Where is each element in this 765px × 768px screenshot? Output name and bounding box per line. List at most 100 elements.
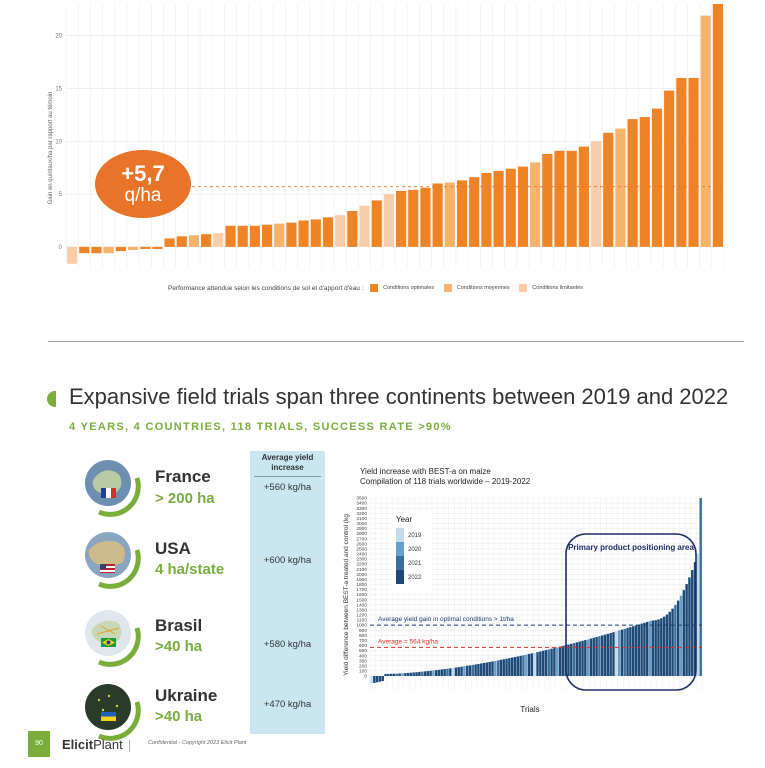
globe-france-icon	[85, 460, 141, 517]
bottom-chart: Yield increase with BEST-a on maize Comp…	[343, 467, 703, 714]
y-tick-label: 3400	[356, 501, 367, 507]
logo-separator	[128, 739, 130, 752]
country-area: 4 ha/state	[155, 561, 225, 578]
y-tick-label: 2400	[356, 552, 367, 558]
trial-bar	[457, 667, 460, 676]
trial-bar	[440, 669, 444, 676]
trial-bar	[547, 649, 550, 676]
trial-bar	[682, 590, 686, 676]
trial-bar	[491, 661, 494, 676]
trial-bar	[668, 611, 671, 676]
y-tick-label: 1600	[356, 592, 367, 598]
trial-bar	[539, 651, 542, 676]
country-name: France	[155, 467, 211, 486]
trial-bar	[395, 673, 399, 676]
trial-bar	[392, 673, 396, 676]
trial-bar	[443, 669, 446, 676]
y-tick-label: 400	[359, 653, 367, 659]
trial-bar	[541, 650, 545, 676]
section-title: Expansive field trials span three contin…	[69, 384, 729, 409]
top-chart-bar	[188, 235, 200, 247]
company-logo: ElicitPlant	[62, 737, 136, 752]
top-chart-bars	[67, 4, 723, 264]
trial-bar	[404, 673, 407, 676]
year-legend-swatch	[396, 528, 404, 542]
top-chart-bar	[530, 162, 541, 247]
legend-swatch-average	[443, 284, 452, 292]
trial-bar	[555, 647, 559, 676]
trial-bar	[449, 668, 452, 676]
top-chart-bar	[383, 194, 394, 247]
top-chart-bar	[408, 189, 419, 247]
trial-bar	[502, 659, 505, 676]
trial-bar	[637, 624, 641, 676]
trial-bar	[375, 676, 379, 683]
y-tick-label: 2100	[356, 567, 367, 573]
trial-bar	[401, 673, 404, 676]
bottom-chart-title-line1: Yield increase with BEST-a on maize	[360, 467, 491, 476]
year-legend-swatch	[396, 570, 404, 584]
top-chart-bar	[505, 168, 516, 247]
trial-bar	[578, 641, 581, 676]
trial-bar	[617, 630, 621, 676]
trial-bar	[412, 672, 415, 676]
trial-bar	[389, 673, 393, 676]
trial-bar	[536, 652, 539, 676]
trial-bar	[651, 620, 655, 676]
logo-text-left: Elicit	[62, 737, 94, 752]
y-tick-label: 2900	[356, 526, 367, 532]
year-legend-swatch	[396, 542, 404, 556]
y-tick-label: 2700	[356, 536, 367, 542]
trial-bar	[437, 669, 441, 676]
top-chart: Gain en quintaux/ha par rapport au témoi…	[48, 4, 725, 268]
y-tick-label: 100	[359, 669, 367, 675]
y-tick-label: 15	[55, 86, 62, 92]
top-chart-bar	[676, 77, 687, 247]
yield-value-usa: +600 kg/ha	[263, 555, 312, 566]
trial-bar	[640, 623, 643, 676]
trial-bar	[451, 667, 455, 676]
trial-bar	[665, 614, 669, 676]
trial-bar	[468, 665, 472, 676]
top-chart-bar	[225, 225, 236, 247]
y-tick-label: 900	[359, 628, 367, 634]
trial-bar	[561, 645, 565, 676]
year-legend-label: 2019	[408, 533, 422, 539]
top-chart-bar	[469, 177, 480, 247]
top-chart-bar	[237, 225, 248, 247]
country-area: >40 ha	[155, 638, 203, 655]
trial-bar	[384, 673, 387, 676]
country-area: > 200 ha	[155, 490, 215, 507]
yield-value-france: +560 kg/ha	[263, 482, 312, 493]
trial-bar	[572, 643, 576, 676]
top-chart-bar	[651, 108, 663, 247]
trial-bar	[496, 660, 500, 676]
top-chart-bar	[103, 246, 114, 254]
logo-text-right: Plant	[93, 737, 123, 752]
top-chart-bar	[639, 116, 650, 247]
y-tick-label: 5	[59, 192, 63, 198]
top-chart-legend: Performance attendue selon les condition…	[168, 284, 583, 296]
trial-bar	[429, 670, 432, 676]
trial-bar	[373, 676, 376, 683]
year-legend-label: 2021	[408, 561, 422, 567]
legend-swatch-limiting	[519, 284, 528, 292]
trial-bar	[516, 656, 520, 676]
y-tick-label: 1700	[356, 587, 367, 593]
top-chart-bar	[688, 77, 699, 247]
top-chart-bar	[664, 90, 675, 247]
top-chart-bar	[542, 153, 553, 247]
bottom-chart-ticks: 0100200300400500600700800900100011001200…	[356, 496, 367, 680]
year-legend-label: 2022	[408, 575, 422, 581]
top-chart-bar	[164, 238, 175, 247]
trial-bar	[662, 616, 666, 676]
trial-bar	[598, 636, 601, 676]
y-tick-label: 1400	[356, 602, 367, 608]
trial-bar	[676, 600, 680, 676]
top-chart-bar	[517, 166, 529, 247]
top-chart-bar	[444, 182, 455, 247]
trial-bar	[519, 655, 522, 676]
trial-bar	[544, 650, 548, 676]
top-chart-bar	[67, 246, 78, 264]
top-chart-bar	[140, 246, 151, 249]
